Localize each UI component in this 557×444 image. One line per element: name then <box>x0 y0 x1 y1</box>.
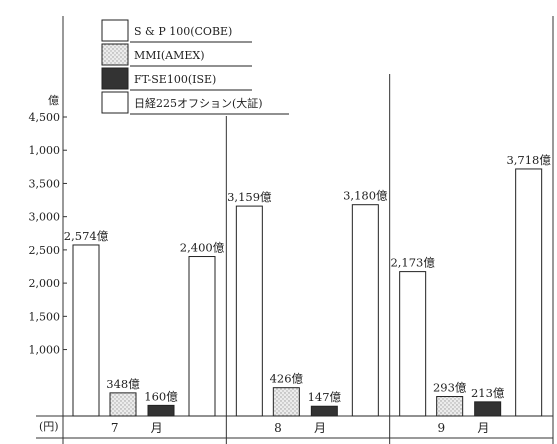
y-tick-label: 1,500 <box>29 310 61 323</box>
bar-value-label: 213億 <box>471 386 505 400</box>
bar-value-label: 147億 <box>308 390 342 404</box>
y-unit-label: 億 <box>48 94 59 107</box>
legend-swatch-3 <box>101 67 129 90</box>
bar-value-label: 293億 <box>433 381 467 395</box>
chart-axes: 億 1,000 1,500 2,000 2,500 3,000 3,500 1,000 4,50… <box>29 16 554 444</box>
bar-value-label: 2,574億 <box>64 229 109 243</box>
bar-3 <box>147 404 175 417</box>
bar-value-label: 348億 <box>106 377 140 391</box>
bar-2 <box>109 392 137 417</box>
month-number-label: 9 <box>438 421 446 435</box>
legend-label: 日経225オフション(大証) <box>134 96 263 110</box>
bar-value-label: 2,173億 <box>390 256 435 270</box>
bar-3 <box>474 401 502 417</box>
legend-label: MMI(AMEX) <box>134 49 205 62</box>
bar-value-label: 3,718億 <box>506 153 551 167</box>
y-tick-label: 1,000 <box>29 144 61 157</box>
bar-4 <box>351 204 379 417</box>
y-tick-label: 3,000 <box>29 211 61 224</box>
y-tick-label: 1,000 <box>29 344 61 357</box>
legend-swatch-4 <box>101 91 129 114</box>
y-tick-label: 2,000 <box>29 277 61 290</box>
bar-4 <box>515 168 543 417</box>
bar-1 <box>72 244 100 417</box>
month-number-label: 7 <box>111 421 119 435</box>
month-char-label: 月 <box>314 421 326 435</box>
bar-value-label: 3,159億 <box>227 190 272 204</box>
y-tick-label: 3,500 <box>29 177 61 190</box>
y-tick-label: 4,500 <box>29 111 61 124</box>
month-char-label: 月 <box>477 421 489 435</box>
bar-2 <box>272 387 300 417</box>
legend-label: FT-SE100(ISE) <box>134 73 216 86</box>
bar-4 <box>188 256 216 417</box>
bar-2 <box>436 396 464 417</box>
bar-1 <box>399 271 427 417</box>
bar-value-label: 426億 <box>270 372 304 386</box>
month-number-label: 8 <box>274 421 282 435</box>
chart-bars: 2,574億 3,159億 2,173億 348億 426億 293億 160億 147億 21… <box>64 153 551 417</box>
bar-1 <box>235 205 263 417</box>
bar-value-label: 2,400億 <box>180 241 225 255</box>
month-char-label: 月 <box>151 421 163 435</box>
bar-value-label: 160億 <box>144 389 178 403</box>
legend-swatch-1 <box>101 19 129 42</box>
legend-swatch-2 <box>101 43 129 66</box>
y-unit-bottom-label: (円) <box>39 420 59 433</box>
y-tick-label: 2,500 <box>29 244 61 257</box>
legend: S & P 100(COBE) MMI(AMEX) FT-SE100(ISE) 日経2… <box>100 16 289 116</box>
bar-value-label: 3,180億 <box>343 189 388 203</box>
bar-3 <box>310 405 338 417</box>
legend-label: S & P 100(COBE) <box>134 25 232 38</box>
